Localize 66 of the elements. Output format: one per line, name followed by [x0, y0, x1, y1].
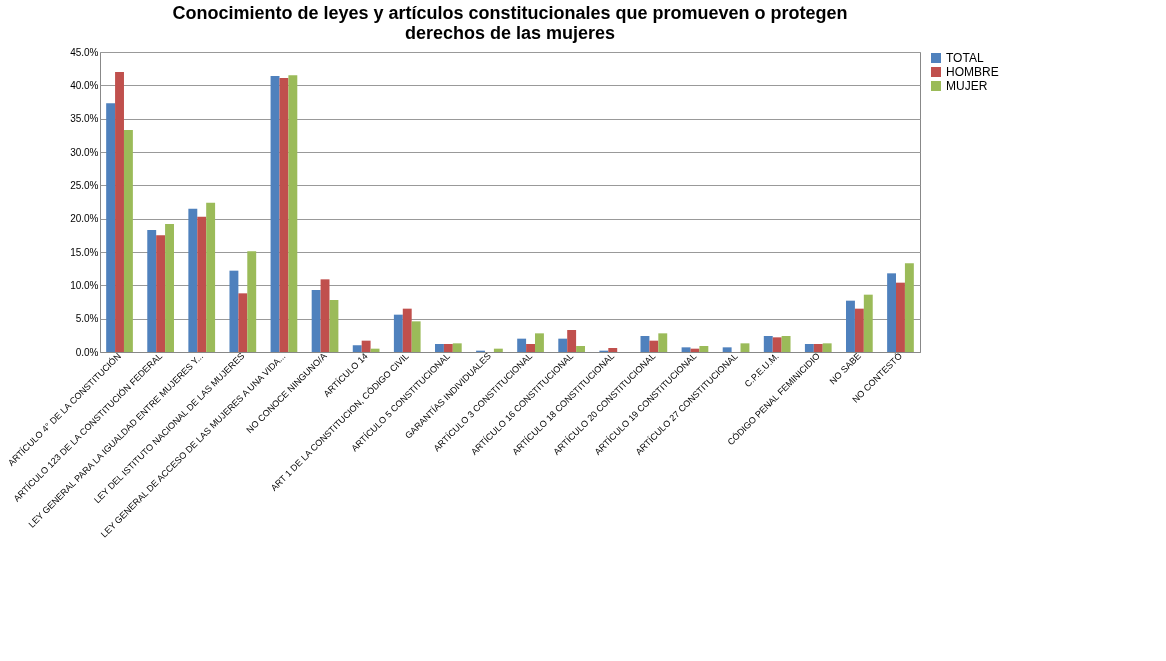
bar: [188, 208, 198, 352]
bar: [320, 279, 330, 352]
bar: [352, 345, 362, 352]
bar: [206, 202, 216, 352]
bar: [854, 308, 864, 352]
legend-label: HOMBRE: [946, 65, 999, 79]
legend-label: TOTAL: [946, 51, 984, 65]
bar: [517, 338, 527, 352]
bar: [147, 230, 157, 352]
y-tick-label: 15.0%: [70, 246, 99, 258]
chart-title: Conocimiento de leyes y artículos constitucionales que promueven o protegen derechos de las mujeres: [172, 3, 848, 43]
bar: [311, 290, 321, 352]
y-tick-label: 10.0%: [70, 279, 99, 291]
bar: [329, 300, 339, 352]
bar: [452, 343, 462, 352]
bar: [699, 346, 709, 352]
bar: [576, 346, 586, 352]
bar: [763, 336, 773, 352]
bar: [740, 343, 750, 352]
y-tick-label: 40.0%: [70, 79, 99, 91]
y-tick-label: 25.0%: [70, 179, 99, 191]
bar: [863, 294, 873, 352]
bar: [804, 344, 814, 352]
bar: [567, 330, 577, 352]
bar: [535, 333, 544, 352]
bar: [896, 282, 905, 352]
bar: [393, 314, 403, 352]
y-tick-label: 20.0%: [70, 213, 99, 225]
bar: [813, 344, 823, 352]
bar: [846, 300, 855, 352]
bar: [156, 235, 166, 352]
bar: [608, 348, 618, 352]
bar: [434, 344, 444, 352]
bar: [361, 340, 371, 352]
y-tick-label: 5.0%: [75, 313, 99, 325]
bar: [722, 347, 732, 352]
bar: [247, 251, 257, 352]
bar: [443, 344, 453, 352]
bar: [229, 270, 239, 352]
bar: [165, 224, 174, 352]
bar: [288, 75, 298, 352]
bar: [197, 216, 207, 352]
bar: [270, 76, 280, 352]
bar: [681, 347, 691, 352]
bar: [411, 321, 421, 352]
bar: [822, 343, 832, 352]
bar: [781, 336, 791, 352]
bar: [526, 344, 535, 352]
bar: [123, 130, 133, 352]
y-tick-label: 45.0%: [70, 46, 99, 58]
bar: [279, 78, 289, 352]
y-tick-label: 30.0%: [70, 146, 99, 158]
bar: [640, 336, 650, 352]
bar: [402, 308, 412, 352]
bar: [115, 72, 124, 352]
bar: [904, 263, 914, 352]
legend-label: MUJER: [946, 79, 988, 93]
bar: [887, 273, 897, 352]
bar: [658, 333, 668, 352]
bar: [493, 348, 503, 352]
bar: [238, 293, 248, 352]
bar: [649, 340, 659, 352]
bar: [772, 337, 782, 352]
y-tick-label: 35.0%: [70, 113, 99, 125]
bar: [106, 103, 116, 352]
bar: [558, 338, 568, 352]
